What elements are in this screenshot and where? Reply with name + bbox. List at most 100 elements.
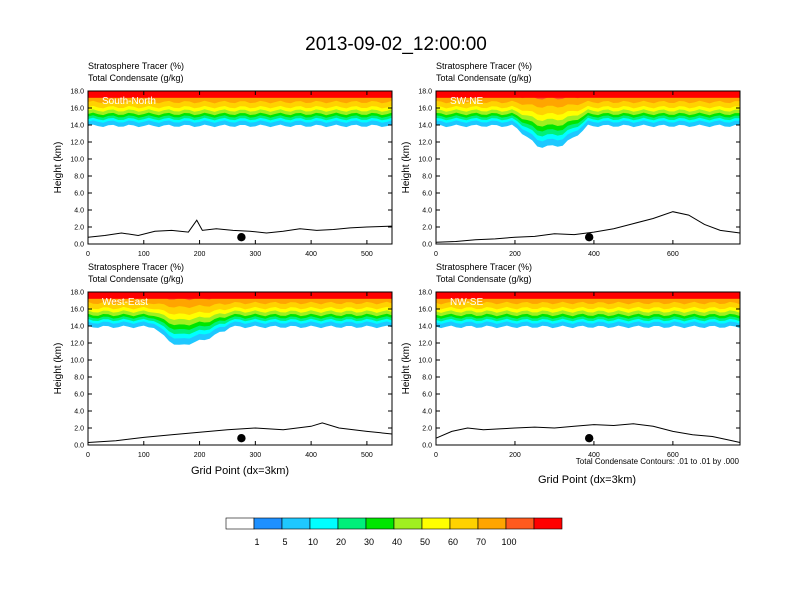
plot-frame [435,90,741,245]
panel-header-tracer: Stratosphere Tracer (%) [88,262,184,272]
colorbar-swatch [393,517,423,530]
panel-nw-se: NW-SE Stratosphere Tracer (%) Total Conden… [401,262,741,459]
panel-label: West-East [102,297,148,308]
shared-xlabel: Grid Point (dx=3km) [538,474,636,486]
location-marker [584,434,594,443]
y-tick-label: 10.0 [70,358,84,365]
y-tick-label: 6.0 [74,191,84,198]
colorbar-swatch [225,517,255,530]
tracer-band-top [88,292,392,299]
y-tick-label: 6.0 [422,191,432,198]
y-tick-label: 0.0 [422,443,432,450]
x-tick-label: 100 [138,452,150,459]
location-marker [237,434,246,443]
x-tick-label: 400 [305,251,317,258]
panel-header-condensate: Total Condensate (g/kg) [436,274,532,284]
panel-label: South-North [102,96,156,107]
panel-south-north: South-North Stratosphere Tracer (%) Total … [53,61,393,258]
colorbar-swatch [281,517,311,530]
tracer-field [88,91,392,128]
colorbar-swatch [253,517,283,530]
y-tick-label: 12.0 [70,140,84,147]
x-tick-label: 500 [361,251,373,258]
colorbar-swatch [365,517,395,530]
y-tick-label: 14.0 [418,324,432,331]
x-tick-label: 500 [361,452,373,459]
panel-header-condensate: Total Condensate (g/kg) [88,274,184,284]
y-tick-label: 18.0 [418,89,432,96]
y-tick-label: 18.0 [70,89,84,96]
x-tick-label: 200 [194,452,206,459]
x-tick-label: 600 [667,452,679,459]
y-tick-label: 2.0 [422,225,432,232]
colorbar-label: 40 [392,537,402,547]
panel-header-condensate: Total Condensate (g/kg) [436,73,532,83]
x-tick-label: 200 [509,251,521,258]
y-axis-label: Height (km) [401,343,412,395]
y-tick-label: 4.0 [74,208,84,215]
y-tick-label: 8.0 [74,375,84,382]
x-tick-label: 200 [509,452,521,459]
x-tick-label: 300 [249,452,261,459]
x-tick-label: 200 [194,251,206,258]
y-tick-label: 8.0 [74,174,84,181]
y-tick-label: 2.0 [422,426,432,433]
y-tick-label: 10.0 [418,358,432,365]
panel-header-tracer: Stratosphere Tracer (%) [436,61,532,71]
terrain-line [435,423,741,443]
x-tick-label: 0 [86,251,90,258]
y-tick-label: 6.0 [74,392,84,399]
y-tick-label: 4.0 [74,409,84,416]
panel-sw-ne: SW-NE Stratosphere Tracer (%) Total Conden… [401,61,741,258]
colorbar: 1 5 10 20 30 40 50 60 70 100 [225,517,563,547]
y-axis-label: Height (km) [53,142,64,194]
tracer-band-top [436,292,740,299]
x-tick-label: 400 [588,251,600,258]
colorbar-label: 5 [282,537,287,547]
x-tick-label: 100 [138,251,150,258]
colorbar-swatch [309,517,339,530]
location-marker [584,233,594,242]
y-tick-label: 0.0 [74,443,84,450]
tracer-band-top [436,91,740,98]
tracer-field [436,292,740,329]
colorbar-swatch [337,517,367,530]
colorbar-label: 60 [448,537,458,547]
y-tick-label: 14.0 [418,123,432,130]
panel-header-tracer: Stratosphere Tracer (%) [88,61,184,71]
tracer-field [88,292,392,345]
y-tick-label: 12.0 [418,341,432,348]
location-marker [237,233,246,242]
colorbar-label: 50 [420,537,430,547]
y-tick-label: 16.0 [418,106,432,113]
y-tick-label: 18.0 [70,290,84,297]
x-tick-label: 600 [667,251,679,258]
colorbar-label: 10 [308,537,318,547]
figure-title: 2013-09-02_12:00:00 [305,34,487,55]
x-tick-label: 400 [305,452,317,459]
panel-label: NW-SE [450,297,483,308]
x-tick-label: 0 [86,452,90,459]
y-tick-label: 2.0 [74,225,84,232]
panel-header-tracer: Stratosphere Tracer (%) [436,262,532,272]
panel-west-east: West-East Stratosphere Tracer (%) Total Co… [53,262,393,477]
tracer-band-top [88,91,392,98]
y-tick-label: 16.0 [70,307,84,314]
x-tick-label: 400 [588,452,600,459]
y-tick-label: 18.0 [418,290,432,297]
colorbar-label: 30 [364,537,374,547]
colorbar-swatch [477,517,507,530]
y-tick-label: 12.0 [418,140,432,147]
panel-header-condensate: Total Condensate (g/kg) [88,73,184,83]
y-tick-label: 0.0 [74,242,84,249]
plot-frame [87,90,393,245]
y-tick-label: 14.0 [70,324,84,331]
y-tick-label: 6.0 [422,392,432,399]
colorbar-label: 70 [476,537,486,547]
y-tick-label: 8.0 [422,375,432,382]
terrain-line [87,422,393,443]
x-tick-label: 300 [249,251,261,258]
plot-frame [87,291,393,446]
tracer-field [436,91,740,148]
